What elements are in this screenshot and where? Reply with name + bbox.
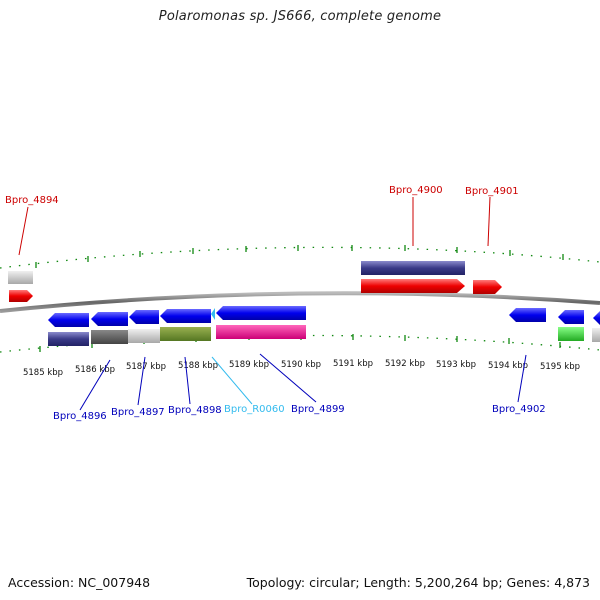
genome-backbone [0,291,600,313]
accession-text: Accession: NC_007948 [8,575,151,590]
label-bpro-4901: Bpro_4901 [465,186,519,197]
feature-gray-edge [592,328,600,342]
feature-bpro-4898 [160,309,211,323]
tick-label: 5194 kbp [488,361,528,371]
genome-summary-text: Topology: circular; Length: 5,200,264 bp… [246,575,590,590]
forward-feature-labels: Bpro_4894 Bpro_4900 Bpro_4901 [5,185,519,206]
tick-label: 5192 kbp [385,359,425,369]
feature-lightgray-lower [128,329,160,343]
feature-navy-4900-upper [361,261,465,275]
label-bpro-4896: Bpro_4896 [53,411,107,422]
feature-bpro-4894 [9,290,33,302]
tick-label: 5191 kbp [333,359,373,369]
tick-label: 5193 kbp [436,360,476,370]
feature-bpro-4896 [48,313,89,327]
feature-bpro-r0060 [211,308,215,320]
feature-pink-lower [216,325,306,339]
tick-label: 5187 kbp [126,362,166,372]
feature-blue-edge [593,311,600,325]
feature-green-lower [558,327,584,341]
feature-olive-lower [160,327,211,341]
feature-navy-lower [48,332,89,346]
tick-label: 5189 kbp [229,360,269,370]
label-bpro-4894: Bpro_4894 [5,195,59,206]
scale-tick-labels: 5185 kbp 5186 kbp 5187 kbp 5188 kbp 5189… [23,359,580,378]
label-bpro-4898: Bpro_4898 [168,405,222,416]
feature-bpro-4899 [216,306,306,320]
tick-label: 5185 kbp [23,368,63,378]
label-bpro-4902: Bpro_4902 [492,404,546,415]
label-bpro-4899: Bpro_4899 [291,404,345,415]
feature-bpro-4900 [361,279,465,293]
forward-strand-features [8,261,502,302]
label-bpro-4900: Bpro_4900 [389,185,443,196]
map-title: Polaromonas sp. JS666, complete genome [158,9,442,24]
feature-bpro-4898-upper [129,310,159,324]
reverse-strand-features [48,306,600,346]
label-bpro-4897: Bpro_4897 [111,407,165,418]
feature-bpro-4897 [91,312,128,326]
feature-darkgray-lower [91,330,128,344]
feature-gray-4894-upper [8,271,33,284]
tick-label: 5190 kbp [281,360,321,370]
outer-tick-row [0,245,600,269]
tick-label: 5188 kbp [178,361,218,371]
feature-bpro-4902 [509,308,546,322]
feature-blue-right [558,310,584,324]
feature-bpro-4901 [473,280,502,294]
label-leader-lines [18,196,527,411]
tick-label: 5186 kbp [75,365,115,375]
label-bpro-r0060: Bpro_R0060 [224,404,285,415]
tick-label: 5195 kbp [540,362,580,372]
reverse-feature-labels: Bpro_4896 Bpro_4897 Bpro_4898 Bpro_R0060… [53,404,546,422]
